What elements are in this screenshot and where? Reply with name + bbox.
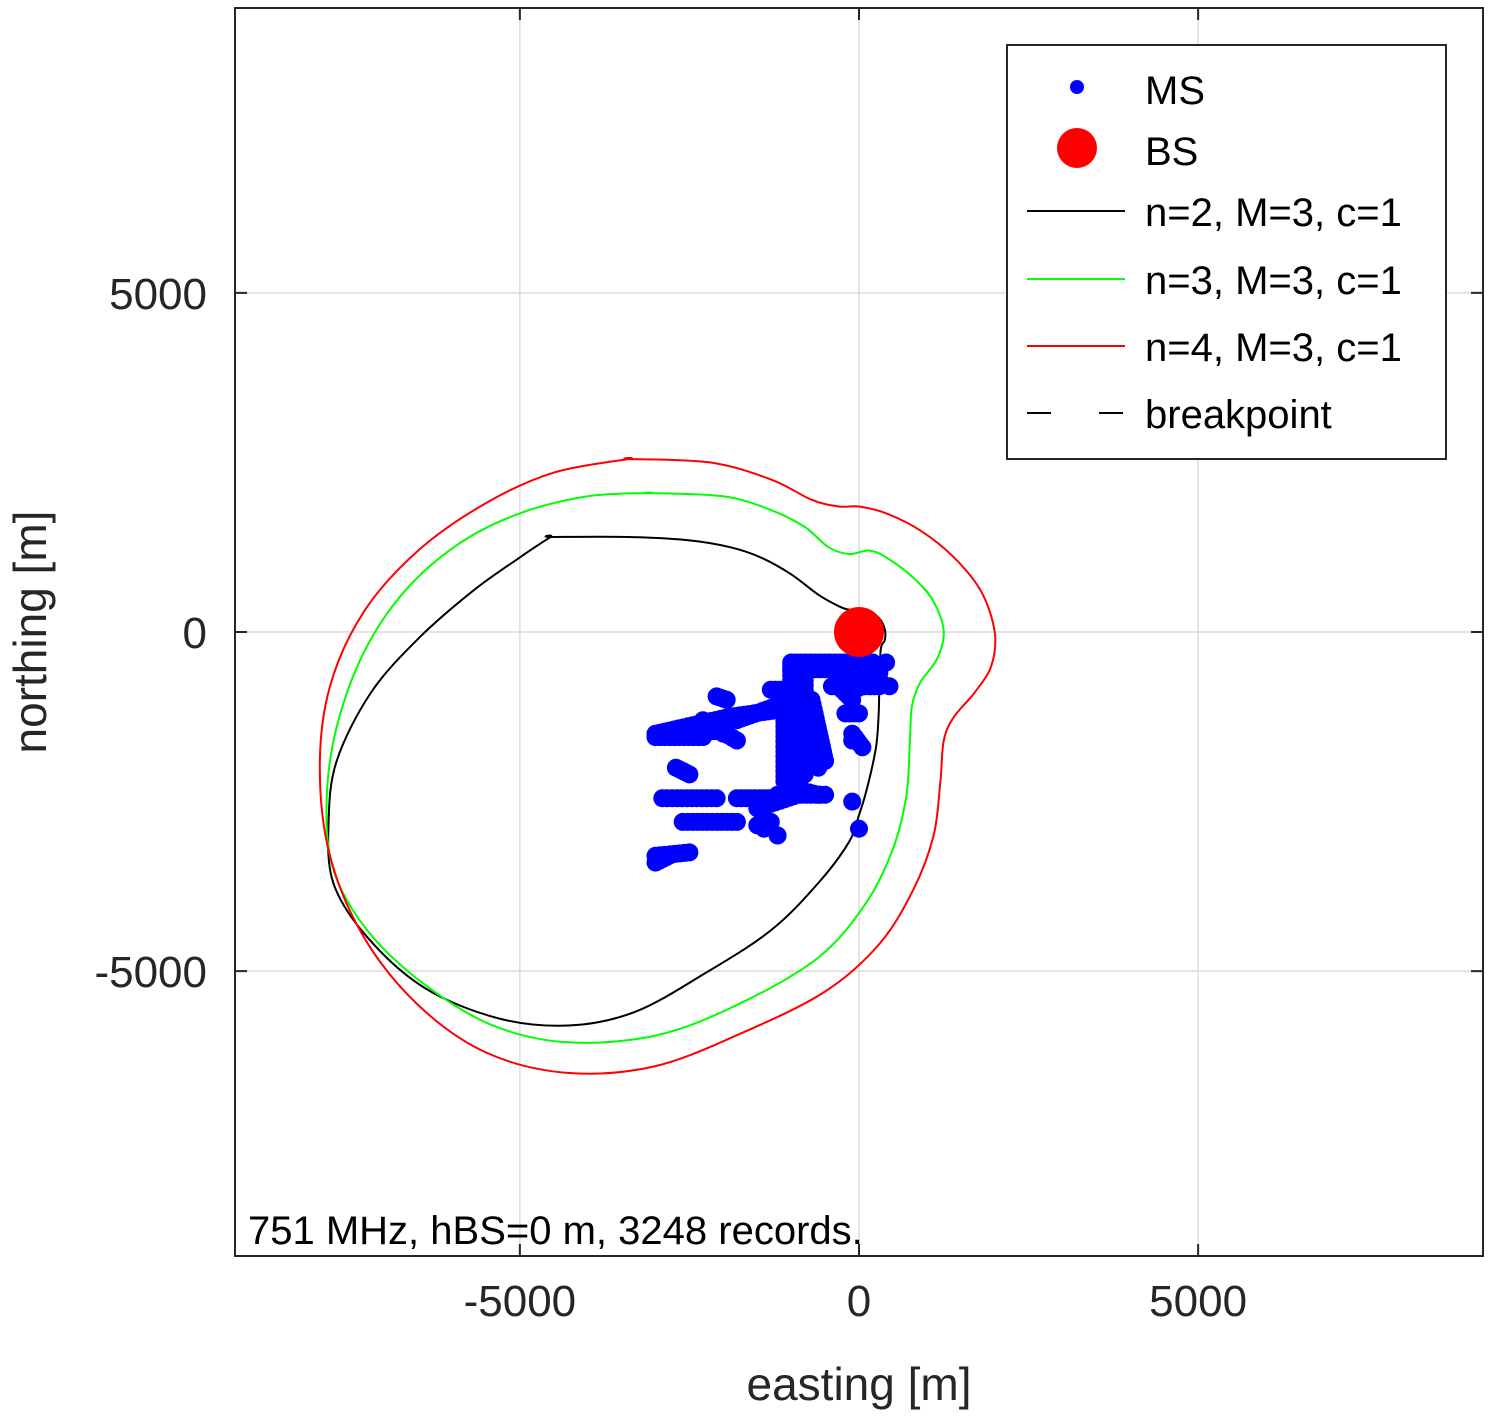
y-tick-label: 0 xyxy=(183,609,207,658)
legend-n2-label: n=2, M=3, c=1 xyxy=(1145,191,1402,235)
x-tick-label: 5000 xyxy=(1149,1277,1247,1326)
ms-point xyxy=(727,731,746,750)
plot-area-border xyxy=(234,7,1484,1257)
ms-point xyxy=(727,812,746,831)
ms-point xyxy=(707,789,726,808)
ms-point xyxy=(755,819,773,838)
ms-point xyxy=(809,785,828,804)
legend-breakpoint-label: breakpoint xyxy=(1145,393,1332,437)
x-axis-label: easting [m] xyxy=(747,1358,972,1410)
tick-labels: -5000 0 5000 -5000 0 5000 xyxy=(94,270,1247,1326)
legend-ms-label: MS xyxy=(1145,69,1205,113)
ms-point xyxy=(843,792,862,811)
ms-scatter xyxy=(646,653,899,872)
legend: MS BS n=2, M=3, c=1 n=3, M=3, c=1 n=4, M… xyxy=(1006,44,1447,460)
bs-marker-group xyxy=(834,607,884,657)
legend-n3-label: n=3, M=3, c=1 xyxy=(1145,259,1402,303)
ms-point xyxy=(850,819,868,838)
ms-point xyxy=(768,826,787,845)
y-tick-label: 5000 xyxy=(109,270,207,319)
x-tick-label: 0 xyxy=(847,1277,871,1326)
axis-ticks xyxy=(235,8,1483,1256)
y-axis-label: northing [m] xyxy=(4,511,56,754)
ms-point xyxy=(680,765,699,784)
ms-point xyxy=(795,765,814,784)
ms-point xyxy=(870,663,889,682)
contour-n4-line xyxy=(318,456,997,1075)
legend-ms-marker xyxy=(1070,80,1084,94)
propagation-contours xyxy=(318,456,997,1075)
contour-n2-line xyxy=(327,534,887,1027)
ms-point xyxy=(680,843,699,862)
contour-n3-line xyxy=(325,491,945,1044)
bs-marker xyxy=(834,607,884,657)
ms-point xyxy=(880,677,899,696)
y-tick-label: -5000 xyxy=(94,948,207,997)
legend-box xyxy=(1006,44,1447,460)
x-tick-label: -5000 xyxy=(464,1277,577,1326)
ms-point xyxy=(843,731,862,750)
legend-bs-marker xyxy=(1057,128,1097,168)
ms-point xyxy=(714,724,733,743)
chart-annotation: 751 MHz, hBS=0 m, 3248 records. xyxy=(248,1209,863,1253)
ms-point xyxy=(809,758,828,777)
ms-point xyxy=(660,846,679,865)
legend-n4-label: n=4, M=3, c=1 xyxy=(1145,326,1402,370)
ms-point xyxy=(717,690,736,709)
ms-point xyxy=(850,704,868,723)
legend-bs-label: BS xyxy=(1145,130,1198,174)
